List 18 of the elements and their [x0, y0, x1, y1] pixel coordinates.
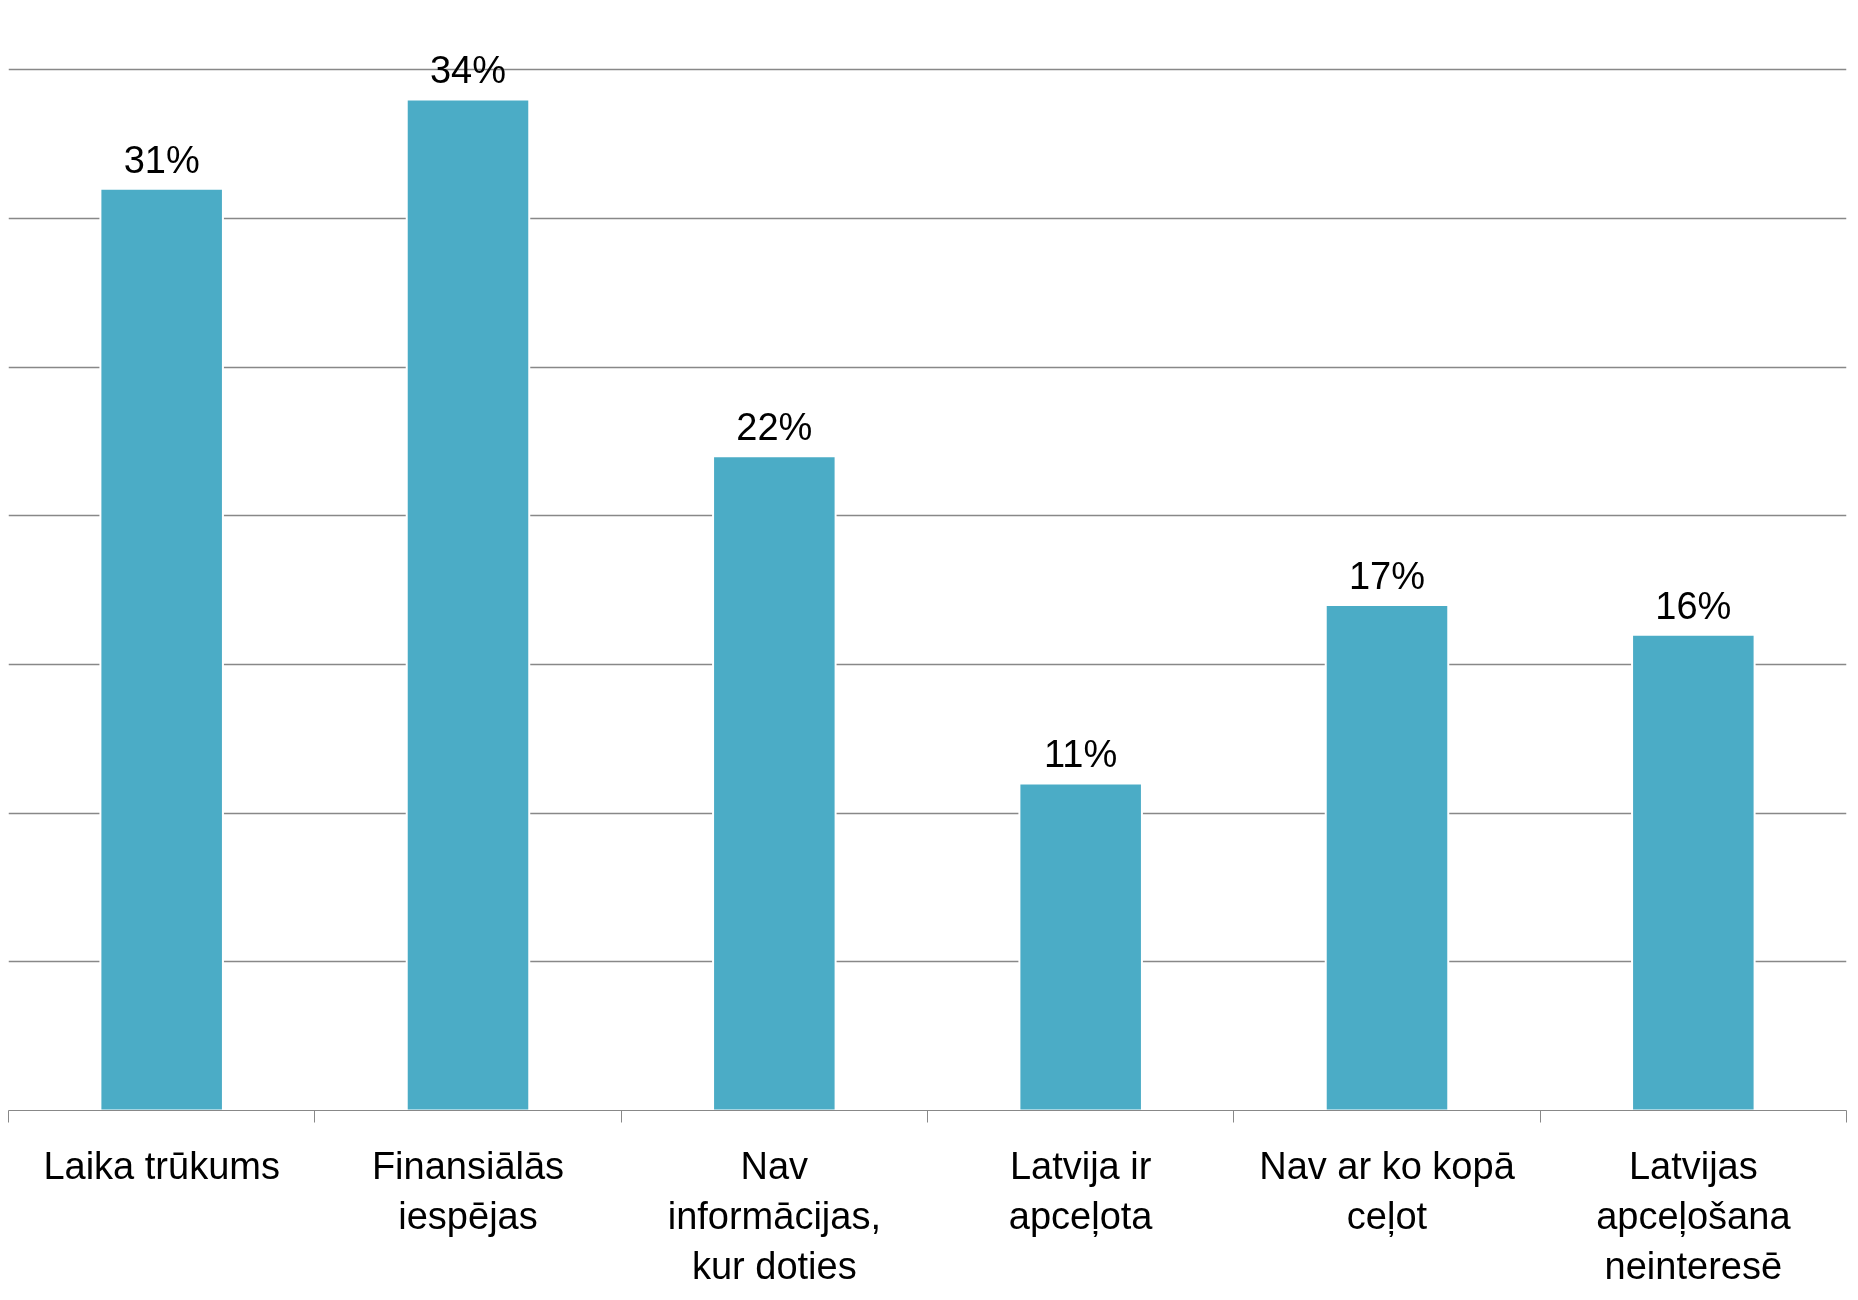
bar: [1631, 633, 1756, 1111]
data-label: 11%: [1044, 733, 1118, 776]
x-tick-label: Nav ar ko kopā ceļot: [1259, 1144, 1516, 1237]
x-tick-label: Nav informācijas, kur doties: [667, 1144, 881, 1288]
data-label: 17%: [1348, 555, 1426, 597]
x-tick-label: Latvija ir apceļota: [1008, 1144, 1154, 1237]
data-label: 16%: [1655, 584, 1732, 627]
x-tick-label: Laika trūkums: [43, 1144, 280, 1187]
data-label: 22%: [736, 406, 813, 449]
x-tick-label: Latvijas apceļošana neinteresē: [1596, 1144, 1792, 1288]
data-label: 34%: [429, 49, 507, 92]
x-tick-label: Finansiālās iespējas: [371, 1144, 565, 1237]
data-label: 31%: [123, 138, 200, 181]
bar: [1324, 604, 1450, 1111]
bar: [405, 98, 531, 1111]
bar: [99, 187, 224, 1111]
bar: [1018, 782, 1143, 1111]
bar: [712, 455, 837, 1111]
